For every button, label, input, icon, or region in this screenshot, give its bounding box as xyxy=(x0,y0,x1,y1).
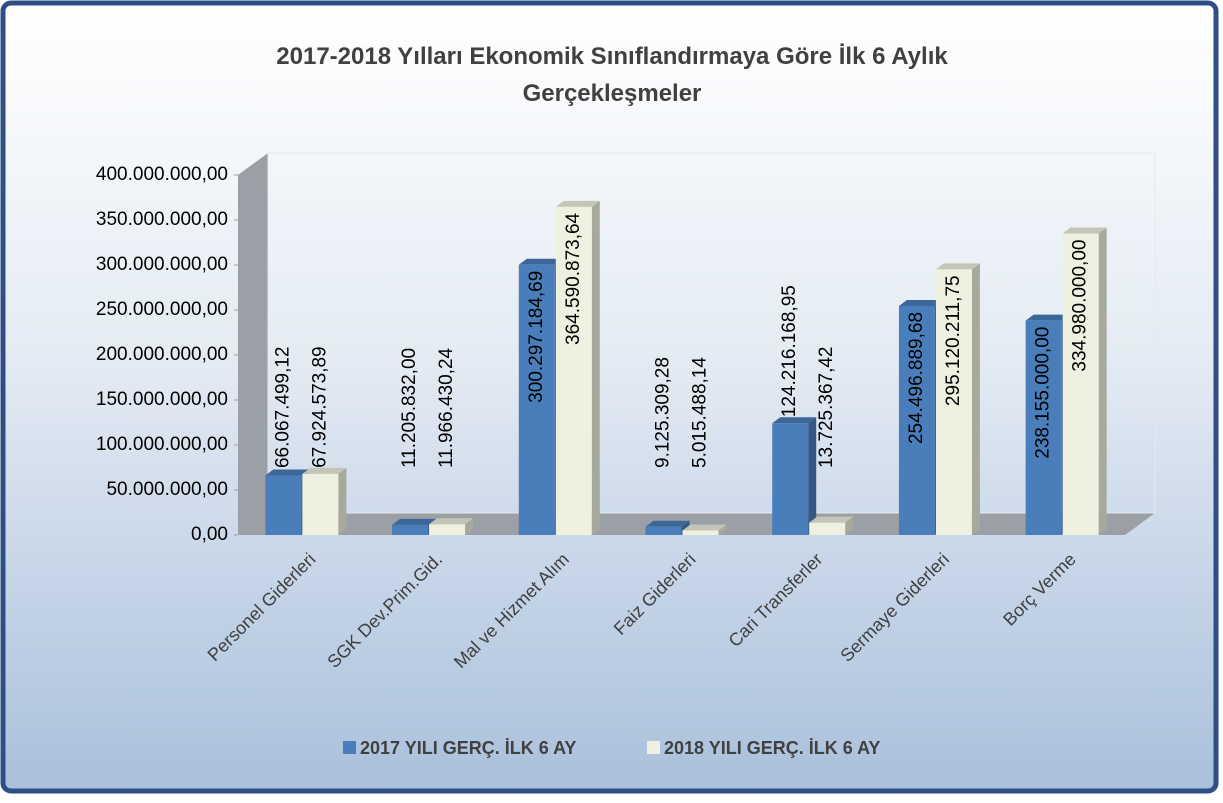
bar-top xyxy=(392,518,437,525)
bar-top xyxy=(682,524,727,531)
bar xyxy=(935,263,980,535)
legend-swatch xyxy=(343,741,356,754)
bar-front xyxy=(772,423,809,535)
bar-side xyxy=(338,467,347,535)
legend-label: 2017 YILI GERÇ. İLK 6 AY xyxy=(360,738,576,758)
data-label: 295.120.211,75 xyxy=(943,275,964,406)
bar-top xyxy=(935,263,980,270)
data-label: 300.297.184,69 xyxy=(526,271,547,403)
bar-front xyxy=(1062,233,1099,535)
bar-side xyxy=(808,417,817,535)
data-label: 254.496.889,68 xyxy=(906,312,927,444)
bar-top xyxy=(1062,227,1107,234)
bar-front xyxy=(392,524,429,535)
y-tick-label: 300.000.000,00 xyxy=(96,254,228,275)
y-tick-label: 100.000.000,00 xyxy=(96,434,228,455)
bar-front xyxy=(429,524,466,535)
legend-swatch xyxy=(647,741,660,754)
bar-top xyxy=(555,200,600,207)
bar-top xyxy=(1025,314,1070,321)
data-label: 67.924.573,89 xyxy=(309,346,330,468)
data-label: 334.980.000,00 xyxy=(1070,240,1091,372)
bar-front xyxy=(555,206,592,535)
bar-front xyxy=(645,526,682,535)
y-tick-label: 400.000.000,00 xyxy=(96,164,228,185)
bar-top xyxy=(302,467,347,474)
bar-top xyxy=(429,518,474,525)
back-wall xyxy=(267,152,1156,514)
y-tick-label: 200.000.000,00 xyxy=(96,344,228,365)
bar-front xyxy=(898,305,935,535)
data-label: 364.590.873,64 xyxy=(563,212,584,345)
bar-side xyxy=(465,518,474,535)
data-label: 238.155.000,00 xyxy=(1033,327,1054,459)
bar-top xyxy=(645,520,690,527)
data-label: 9.125.309,28 xyxy=(653,357,674,468)
title-line: Gerçekleşmeler xyxy=(523,80,702,107)
bar-front xyxy=(682,530,719,535)
y-tick-label: 0,00 xyxy=(191,524,228,545)
bar-top xyxy=(265,469,310,476)
bar xyxy=(682,524,727,535)
bar xyxy=(772,417,817,535)
bar xyxy=(429,518,474,535)
bar-side xyxy=(591,200,600,535)
bar-front xyxy=(518,264,555,535)
bar-front xyxy=(302,473,339,535)
data-label: 11.966.430,24 xyxy=(436,347,457,468)
bar-front xyxy=(265,475,302,535)
bar-front xyxy=(935,269,972,535)
y-tick-label: 350.000.000,00 xyxy=(96,209,228,230)
legend-label: 2018 YILI GERÇ. İLK 6 AY xyxy=(664,738,880,758)
title-line: 2017-2018 Yılları Ekonomik Sınıflandırma… xyxy=(276,43,948,70)
bar-front xyxy=(809,522,846,535)
data-label: 13.725.367,42 xyxy=(816,346,837,468)
bar-side xyxy=(971,263,980,535)
data-label: 124.216.168,95 xyxy=(779,285,800,417)
y-tick-label: 150.000.000,00 xyxy=(96,389,228,410)
data-label: 11.205.832,00 xyxy=(399,348,420,468)
bar-side xyxy=(845,516,854,535)
bar-top xyxy=(518,258,563,265)
bar xyxy=(1062,227,1107,535)
bar xyxy=(302,467,347,535)
bar-top xyxy=(898,299,943,306)
bar xyxy=(809,516,854,535)
bar-top xyxy=(809,516,854,523)
data-label: 66.067.499,12 xyxy=(272,346,293,468)
y-tick-label: 50.000.000,00 xyxy=(106,479,228,500)
bar xyxy=(555,200,600,535)
chart-title: 2017-2018 Yılları Ekonomik Sınıflandırma… xyxy=(276,43,948,107)
bar-side xyxy=(1098,227,1107,535)
data-label: 5.015.488,14 xyxy=(690,357,711,468)
bar-front xyxy=(1025,320,1062,535)
bar-side xyxy=(718,524,727,535)
y-tick-label: 250.000.000,00 xyxy=(96,299,228,320)
bar-top xyxy=(772,417,817,424)
side-wall xyxy=(238,153,268,535)
